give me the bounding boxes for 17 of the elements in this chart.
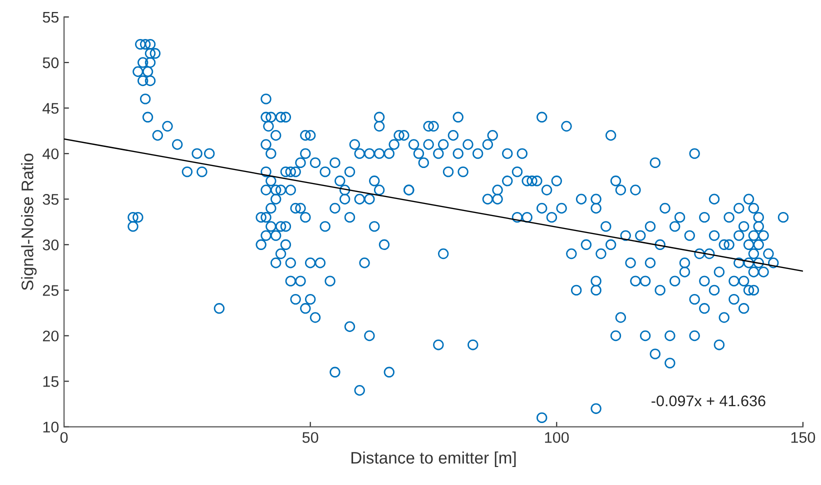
y-axis-title: Signal-Noise Ratio — [21, 154, 37, 290]
y-tick-label: 25 — [42, 285, 59, 296]
y-tick-label: 45 — [42, 103, 59, 114]
y-tick-label: 50 — [42, 57, 59, 68]
y-tick-label: 35 — [42, 194, 59, 205]
y-tick-label: 40 — [42, 148, 59, 160]
x-tick-label: 100 — [545, 432, 569, 443]
y-tick-label: 55 — [42, 12, 59, 23]
annotation: -0.097x + 41.636 — [652, 395, 766, 406]
x-axis-title: Distance to emitter [m] — [352, 451, 516, 467]
x-tick-label: 50 — [302, 432, 318, 443]
y-tick-label: 15 — [43, 376, 59, 387]
x-tick-label: 150 — [791, 432, 816, 443]
y-tick-label: 30 — [42, 240, 59, 250]
x-tick-label: 0 — [60, 432, 68, 443]
y-tick-label: 20 — [42, 330, 59, 342]
y-tick-label: 10 — [43, 422, 59, 432]
